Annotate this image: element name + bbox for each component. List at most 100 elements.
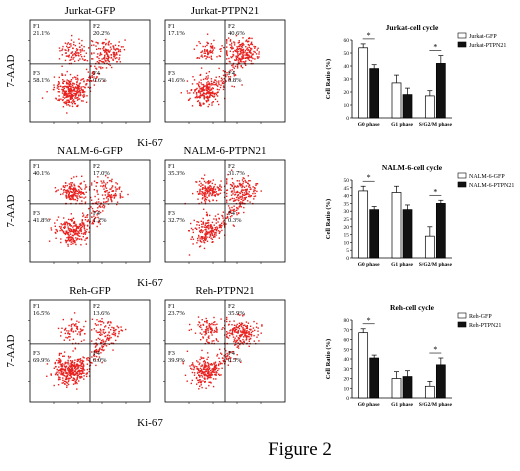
quadrant-percent: 40.1% xyxy=(33,170,50,177)
flow-row: 7-AAD Ki-67 NALM-6-GFPF140.1%F217.0%F341.8… xyxy=(5,145,286,289)
quadrant-percent: 1.2% xyxy=(93,217,107,224)
category-label: S/G2/M phase xyxy=(419,402,453,408)
legend-swatch xyxy=(457,321,467,328)
quadrant-name: F4 xyxy=(228,350,236,357)
flow-row: 7-AADKi-67Reh-GFPF116.5%F213.6%F369.9%F4… xyxy=(5,285,286,429)
flow-plot-title: NALM-6-PTPN21 xyxy=(183,145,266,157)
y-tick-label: 50 xyxy=(344,178,350,184)
quadrant-name: F2 xyxy=(228,303,235,310)
flow-dot-cloud xyxy=(48,175,129,247)
y-tick-label: 20 xyxy=(344,90,350,96)
quadrant-percent: 0.3% xyxy=(228,217,242,224)
flow-xlabel: Ki-67 xyxy=(137,137,163,149)
bar xyxy=(369,209,380,259)
y-tick-label: 80 xyxy=(344,318,350,324)
bar xyxy=(402,209,413,259)
quadrant-name: F4 xyxy=(228,210,236,217)
y-tick-label: 30 xyxy=(344,367,350,373)
flow-plot-title: Jurkat-PTPN21 xyxy=(191,5,259,17)
bar xyxy=(391,82,402,119)
flow-ylabel: 7-AAD xyxy=(5,194,17,227)
category-label: G1 phase xyxy=(391,402,413,408)
y-tick-label: 0 xyxy=(346,396,349,402)
flow-dot-cloud xyxy=(180,33,260,108)
quadrant-name: F4 xyxy=(93,210,101,217)
flow-xlabel: Ki-67 xyxy=(137,417,163,429)
y-tick-label: 40 xyxy=(344,64,350,70)
y-tick-label: 20 xyxy=(344,377,350,383)
category-label: G0 phase xyxy=(358,122,380,128)
y-tick-label: 10 xyxy=(344,240,350,246)
flow-plot-title: Jurkat-GFP xyxy=(65,5,116,17)
quadrant-percent: 23.7% xyxy=(168,310,185,317)
y-tick-label: 50 xyxy=(344,51,350,57)
quadrant-name: F2 xyxy=(228,163,235,170)
bar xyxy=(402,376,413,399)
chart-title: Reh-cell cycle xyxy=(390,303,435,312)
y-tick-label: 70 xyxy=(344,328,350,334)
category-label: G1 phase xyxy=(391,262,413,268)
quadrant-name: F3 xyxy=(168,70,175,77)
chart-title: Jurkat-cell cycle xyxy=(386,23,439,32)
y-tick-label: 40 xyxy=(344,357,350,363)
bar xyxy=(369,68,380,119)
y-tick-label: 15 xyxy=(344,233,350,239)
legend-label: Reh-GFP xyxy=(469,314,492,320)
flow-xlabel: Ki-67 xyxy=(137,277,163,289)
y-tick-label: 30 xyxy=(344,77,350,83)
quadrant-percent: 21.1% xyxy=(33,30,50,37)
y-tick-label: 0 xyxy=(346,256,349,262)
quadrant-name: F1 xyxy=(168,23,175,30)
flow-dot-cloud xyxy=(182,313,263,390)
quadrant-name: F1 xyxy=(168,163,175,170)
y-tick-label: 25 xyxy=(344,217,350,223)
category-label: G0 phase xyxy=(358,402,380,408)
legend-label: Reh-PTPN21 xyxy=(469,323,501,329)
quadrant-percent: 0.5% xyxy=(228,357,242,364)
legend-label: NALM-6-GFP xyxy=(469,174,505,180)
quadrant-name: F4 xyxy=(93,70,101,77)
quadrant-percent: 0.0% xyxy=(93,357,107,364)
chart-ylabel: Cell Ratio (%) xyxy=(325,59,332,99)
bar xyxy=(402,94,413,119)
bar xyxy=(435,63,446,119)
category-label: G0 phase xyxy=(358,262,380,268)
flow-ylabel: 7-AAD xyxy=(5,334,17,367)
flow-row: 7-AADKi-67Jurkat-GFPF121.1%F220.2%F358.1… xyxy=(5,5,286,149)
quadrant-percent: 40.6% xyxy=(228,30,245,37)
y-tick-label: 60 xyxy=(344,338,350,344)
quadrant-percent: 0.6% xyxy=(93,77,107,84)
y-tick-label: 45 xyxy=(344,186,350,192)
quadrant-name: F3 xyxy=(33,210,40,217)
quadrant-percent: 13.6% xyxy=(93,310,110,317)
cell-cycle-bar-charts: Jurkat-cell cycle Cell Ratio (%) 0 10 20 30 40… xyxy=(325,23,514,408)
legend-swatch xyxy=(457,172,467,179)
quadrant-percent: 35.3% xyxy=(168,170,185,177)
legend-swatch xyxy=(457,41,467,48)
legend-label: Jurkat-GFP xyxy=(469,34,497,40)
quadrant-percent: 58.1% xyxy=(33,77,50,84)
flow-plot-title: Reh-PTPN21 xyxy=(195,285,254,297)
y-tick-label: 40 xyxy=(344,194,350,200)
quadrant-percent: 17.1% xyxy=(168,30,185,37)
significance-star: * xyxy=(433,187,437,196)
legend-swatch xyxy=(457,312,467,319)
quadrant-percent: 35.9% xyxy=(228,310,245,317)
flow-ylabel: 7-AAD xyxy=(5,54,17,87)
quadrant-percent: 16.5% xyxy=(33,310,50,317)
chart-ylabel: Cell Ratio (%) xyxy=(325,199,332,239)
chart-title: NALM-6-cell cycle xyxy=(382,163,443,172)
quadrant-name: F2 xyxy=(228,23,235,30)
y-tick-label: 20 xyxy=(344,225,350,231)
quadrant-name: F3 xyxy=(33,70,40,77)
quadrant-name: F3 xyxy=(168,350,175,357)
flow-plot-title: Reh-GFP xyxy=(69,285,111,297)
y-tick-label: 60 xyxy=(344,38,350,44)
quadrant-percent: 41.6% xyxy=(168,77,185,84)
flow-cytometry-panels: 7-AADKi-67Jurkat-GFPF121.1%F220.2%F358.1… xyxy=(5,5,286,429)
